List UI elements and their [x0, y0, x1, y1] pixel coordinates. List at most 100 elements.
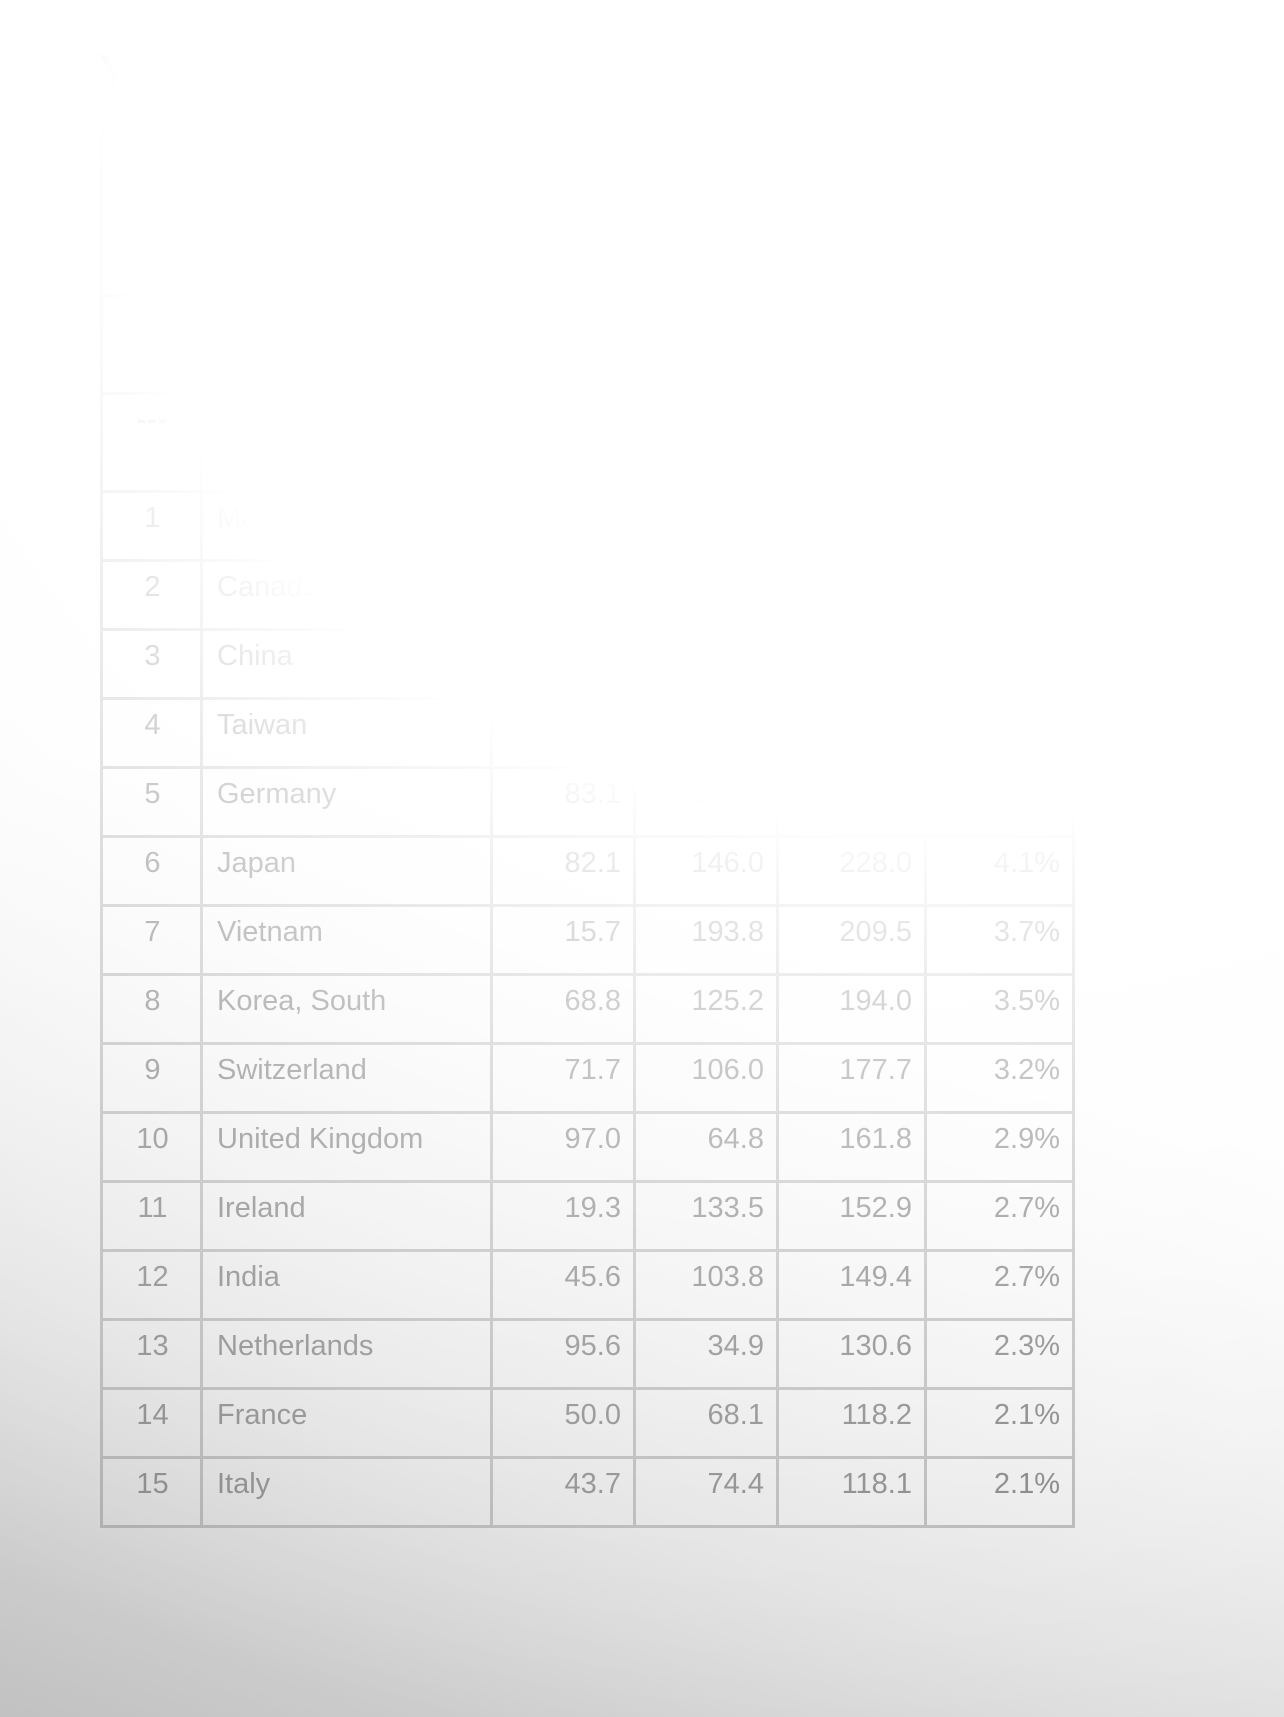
- row-imports: 68.1: [633, 1387, 779, 1459]
- row-rank: 15: [100, 1456, 203, 1528]
- row-imports: 34.9: [633, 1318, 779, 1390]
- row-rank: 3: [100, 628, 203, 700]
- row-rank: 6: [100, 835, 203, 907]
- row-total-trade: 118.2: [776, 1387, 927, 1459]
- row-exports: 54.7: [490, 697, 636, 769]
- table-header-row: Rank Country Exports Imports Total Trade…: [100, 126, 1075, 297]
- row-total-trade: 149.4: [776, 1249, 927, 1321]
- row-total-trade: 209.5: [776, 904, 927, 976]
- row-imports: 156.1: [633, 766, 779, 838]
- row-total-trade: 130.6: [776, 1318, 927, 1390]
- total-row-percent: 100.0%: [924, 294, 1075, 395]
- column-header-total-trade: Total Trade: [776, 126, 927, 297]
- row-percent: 4.3%: [924, 766, 1075, 838]
- row-rank: 8: [100, 973, 203, 1045]
- row-country-link[interactable]: Switzerland: [200, 1042, 493, 1114]
- row-exports: 82.1: [490, 835, 636, 907]
- row-rank: 10: [100, 1111, 203, 1183]
- table-row: 1 Mexico 338.0 534.9 872.8 15.6%: [100, 490, 1075, 562]
- row-country-link[interactable]: Vietnam: [200, 904, 493, 976]
- table-row: 7 Vietnam 15.7 193.8 209.5 3.7%: [100, 904, 1075, 976]
- table-row: 13 Netherlands 95.6 34.9 130.6 2.3%: [100, 1318, 1075, 1390]
- table-row: 15 Italy 43.7 74.4 118.1 2.1%: [100, 1456, 1075, 1528]
- row-total-trade: 161.8: [776, 1111, 927, 1183]
- row-country-link[interactable]: Ireland: [200, 1180, 493, 1252]
- row-rank: 14: [100, 1387, 203, 1459]
- table-row: 10 United Kingdom 97.0 64.8 161.8 2.9%: [100, 1111, 1075, 1183]
- row-imports: 103.8: [633, 1249, 779, 1321]
- row-total-trade: 256.1: [776, 697, 927, 769]
- row-imports: 383.0: [633, 559, 779, 631]
- total-row-total-trade: 5,601.0: [776, 294, 927, 395]
- row-country-link[interactable]: Korea, South: [200, 973, 493, 1045]
- row-percent: 3.5%: [924, 973, 1075, 1045]
- table-total-row: --- Total, All Countries 2,185.2 3,415.7 5,6…: [100, 294, 1075, 395]
- row-imports: 74.4: [633, 1456, 779, 1528]
- row-exports: 71.7: [490, 1042, 636, 1114]
- row-percent: 2.9%: [924, 1111, 1075, 1183]
- row-imports: 133.5: [633, 1180, 779, 1252]
- row-percent: 3.7%: [924, 904, 1075, 976]
- row-country-link[interactable]: Japan: [200, 835, 493, 907]
- row-total-trade: 719.5: [776, 559, 927, 631]
- row-exports: 45.6: [490, 1249, 636, 1321]
- total-row-imports: 2,634.4: [633, 392, 779, 493]
- total-row-exports: 1,508.0: [490, 392, 636, 493]
- row-total-trade: 177.7: [776, 1042, 927, 1114]
- year-to-date-total-trade-table: Rank Country Exports Imports Total Trade…: [100, 126, 1075, 1528]
- table-row: 5 Germany 83.1 156.1 239.2 4.3%: [100, 766, 1075, 838]
- row-country-link[interactable]: Netherlands: [200, 1318, 493, 1390]
- column-header-percent: Percent of Total Trade: [924, 126, 1075, 297]
- row-imports: 146.0: [633, 835, 779, 907]
- row-percent: 2.7%: [924, 1180, 1075, 1252]
- row-country-link[interactable]: United Kingdom: [200, 1111, 493, 1183]
- row-rank: 11: [100, 1180, 203, 1252]
- row-imports: 201.4: [633, 697, 779, 769]
- row-country-link[interactable]: India: [200, 1249, 493, 1321]
- row-exports: 15.7: [490, 904, 636, 976]
- row-rank: 12: [100, 1249, 203, 1321]
- row-exports: 97.0: [490, 1111, 636, 1183]
- row-country-link[interactable]: China: [200, 628, 493, 700]
- row-total-trade: 118.1: [776, 1456, 927, 1528]
- row-exports: 19.3: [490, 1180, 636, 1252]
- row-exports: 95.6: [490, 1318, 636, 1390]
- row-total-trade: 414.7: [776, 628, 927, 700]
- row-percent: 4.1%: [924, 835, 1075, 907]
- table-row: 14 France 50.0 68.1 118.2 2.1%: [100, 1387, 1075, 1459]
- row-percent: 2.1%: [924, 1387, 1075, 1459]
- total-row-rank: ---: [100, 294, 203, 395]
- column-header-imports: Imports: [633, 126, 779, 297]
- table-row: 12 India 45.6 103.8 149.4 2.7%: [100, 1249, 1075, 1321]
- total-row-label: Total, Top 15 Countries: [200, 392, 493, 493]
- row-rank: 5: [100, 766, 203, 838]
- total-row-label: Total, All Countries: [200, 294, 493, 395]
- row-country-link[interactable]: Germany: [200, 766, 493, 838]
- row-rank: 2: [100, 559, 203, 631]
- row-country-link[interactable]: Mexico: [200, 490, 493, 562]
- row-percent: 2.1%: [924, 1456, 1075, 1528]
- column-header-country: Country: [200, 126, 493, 297]
- row-country-link[interactable]: Italy: [200, 1456, 493, 1528]
- table-row: 3 China 106.3 308.4 414.7 7.4%: [100, 628, 1075, 700]
- trade-report-page: Year-to-Date Total Trade Rank Country Ex…: [98, 44, 1075, 1528]
- row-total-trade: 228.0: [776, 835, 927, 907]
- total-row-imports: 3,415.7: [633, 294, 779, 395]
- total-row-total-trade: 4,142.5: [776, 392, 927, 493]
- table-row: 2 Canada 336.5 383.0 719.5 12.8%: [100, 559, 1075, 631]
- row-country-link[interactable]: France: [200, 1387, 493, 1459]
- row-imports: 193.8: [633, 904, 779, 976]
- row-percent: 4.6%: [924, 697, 1075, 769]
- row-exports: 68.8: [490, 973, 636, 1045]
- row-rank: 7: [100, 904, 203, 976]
- row-country-link[interactable]: Taiwan: [200, 697, 493, 769]
- row-exports: 336.5: [490, 559, 636, 631]
- table-header: Rank Country Exports Imports Total Trade…: [100, 126, 1075, 297]
- table-total-row: --- Total, Top 15 Countries 1,508.0 2,634.4…: [100, 392, 1075, 493]
- row-exports: 106.3: [490, 628, 636, 700]
- row-rank: 1: [100, 490, 203, 562]
- row-rank: 9: [100, 1042, 203, 1114]
- row-country-link[interactable]: Canada: [200, 559, 493, 631]
- column-header-rank: Rank: [100, 126, 203, 297]
- row-total-trade: 872.8: [776, 490, 927, 562]
